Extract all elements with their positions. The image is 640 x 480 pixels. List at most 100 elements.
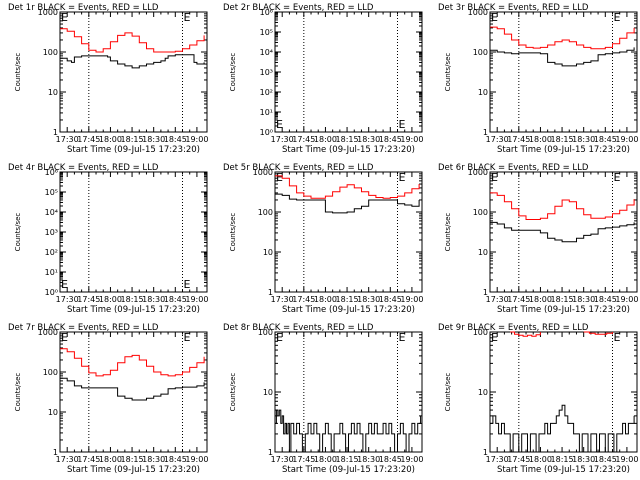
panel-9-xlabel: Start Time (09-Jul-15 17:23:20) [497, 465, 630, 475]
panel-2-ytick-label-5: 10⁴ [260, 48, 273, 57]
panel-2-xtick-label-2: 17:45 [292, 135, 315, 144]
panel-6-xtick-label-1: 17:30 [486, 295, 509, 304]
panel-4-xtick-label-3: 18:00 [99, 295, 122, 304]
panel-8-xtick-label-7: 19:00 [400, 455, 423, 464]
panel-4-xlabel: Start Time (09-Jul-15 17:23:20) [67, 305, 200, 315]
panel-4-ytick-label-1: 10⁰ [45, 288, 58, 297]
panel-8-event-letter-1: E [276, 331, 283, 344]
panel-1-xtick-label-4: 18:15 [121, 135, 144, 144]
panel-4-title: Det 4r BLACK = Events, RED = LLD [8, 163, 159, 173]
panel-1-event-letter-2: E [184, 11, 191, 24]
panel-2-ylabel: Counts/sec [229, 53, 237, 92]
panel-9-xtick-label-2: 17:45 [507, 455, 530, 464]
panel-5-xtick-label-5: 18:30 [357, 295, 380, 304]
panel-7-xtick-label-3: 18:00 [99, 455, 122, 464]
panel-6-title: Det 6r BLACK = Events, RED = LLD [438, 163, 589, 173]
panel-9-xtick-label-7: 19:00 [615, 455, 638, 464]
panel-7-event-letter-1: E [61, 331, 68, 344]
panel-7-ytick-label-2: 10 [48, 408, 58, 417]
panel-8-series-black-1 [275, 409, 422, 453]
panel-2-ytick-label-3: 10² [260, 88, 273, 97]
panel-8-xtick-label-6: 18:45 [379, 455, 402, 464]
panel-9-series-black-3 [490, 404, 635, 453]
panel-1-xlabel: Start Time (09-Jul-15 17:23:20) [67, 145, 200, 155]
panel-9-series-red-2 [583, 331, 613, 335]
panel-3-ylabel: Counts/sec [444, 53, 452, 92]
panel-8-ytick-label-2: 10 [263, 388, 273, 397]
panel-7-ytick-label-4: 1000 [38, 328, 58, 337]
panel-7-xlabel: Start Time (09-Jul-15 17:23:20) [67, 465, 200, 475]
panel-2-frame [274, 11, 423, 133]
panel-8-xtick-label-2: 17:45 [292, 455, 315, 464]
panel-5-ytick-label-1: 1 [268, 288, 273, 297]
panel-3-xtick-label-1: 17:30 [486, 135, 509, 144]
panel-3-xtick-label-3: 18:00 [529, 135, 552, 144]
panel-6-ytick-label-4: 1000 [468, 168, 488, 177]
panel-4-xtick-label-5: 18:30 [142, 295, 165, 304]
panel-8-xlabel: Start Time (09-Jul-15 17:23:20) [282, 465, 415, 475]
panel-3-series-red-1 [490, 26, 635, 50]
panel-6-ytick-label-3: 100 [473, 208, 488, 217]
panel-8-ylabel: Counts/sec [229, 373, 237, 412]
panel-6-xlabel: Start Time (09-Jul-15 17:23:20) [497, 305, 630, 315]
panel-4-ytick-label-6: 10⁵ [45, 188, 58, 197]
panel-4-ytick-label-7: 10⁶ [45, 168, 58, 177]
panel-9-event-letter-1: E [491, 331, 498, 344]
panel-8-ytick-label-3: 100 [258, 328, 273, 337]
panel-6-xtick-label-4: 18:15 [551, 295, 574, 304]
panel-9-ytick-label-2: 10 [478, 388, 488, 397]
panel-2-title: Det 2r BLACK = Events, RED = LLD [223, 3, 374, 13]
panel-9-ytick-label-1: 1 [483, 448, 488, 457]
panel-3-xtick-label-7: 19:00 [615, 135, 638, 144]
panel-9-xtick-label-1: 17:30 [486, 455, 509, 464]
panel-4-xtick-label-7: 19:00 [185, 295, 208, 304]
panel-8-xtick-label-3: 18:00 [314, 455, 337, 464]
panel-9-ylabel: Counts/sec [444, 373, 452, 412]
panel-1-ytick-label-1: 1 [53, 128, 58, 137]
panel-6-ylabel: Counts/sec [444, 213, 452, 252]
panel-2-xtick-label-6: 18:45 [379, 135, 402, 144]
panel-9-event-letter-2: E [614, 331, 621, 344]
panel-5-title: Det 5r BLACK = Events, RED = LLD [223, 163, 374, 173]
panel-2-ytick-label-4: 10³ [260, 68, 273, 77]
panel-6-event-letter-2: E [614, 171, 621, 184]
panel-9-xtick-label-5: 18:30 [572, 455, 595, 464]
panel-1-xtick-label-2: 17:45 [77, 135, 100, 144]
panel-6-series-black-2 [490, 221, 635, 243]
panel-8-xtick-label-1: 17:30 [271, 455, 294, 464]
panel-5-xtick-label-7: 19:00 [400, 295, 423, 304]
panel-2-ytick-label-6: 10⁵ [260, 28, 273, 37]
panel-1-xtick-label-7: 19:00 [185, 135, 208, 144]
panel-8-event-letter-2: E [399, 331, 406, 344]
panel-3-ytick-label-1: 1 [483, 128, 488, 137]
panel-3-ytick-label-4: 1000 [468, 8, 488, 17]
panel-9-frame [489, 331, 638, 453]
panel-4-ytick-label-2: 10¹ [45, 268, 58, 277]
panel-8-xtick-label-5: 18:30 [357, 455, 380, 464]
panel-6-series-red-1 [490, 192, 635, 220]
panel-3-xlabel: Start Time (09-Jul-15 17:23:20) [497, 145, 630, 155]
panel-1-xtick-label-1: 17:30 [56, 135, 79, 144]
panel-6-frame [489, 171, 638, 293]
panel-7-xtick-label-7: 19:00 [185, 455, 208, 464]
panel-5-xtick-label-6: 18:45 [379, 295, 402, 304]
panel-7-event-letter-2: E [184, 331, 191, 344]
panel-6-xtick-label-6: 18:45 [594, 295, 617, 304]
panel-3-xtick-label-5: 18:30 [572, 135, 595, 144]
panel-9-ytick-label-3: 100 [473, 328, 488, 337]
panel-6-xtick-label-5: 18:30 [572, 295, 595, 304]
panel-4-ylabel: Counts/sec [14, 213, 22, 252]
panel-5-xtick-label-1: 17:30 [271, 295, 294, 304]
panel-6-xtick-label-3: 18:00 [529, 295, 552, 304]
panel-3-frame [489, 11, 638, 133]
panel-3-xtick-label-2: 17:45 [507, 135, 530, 144]
panel-3-event-letter-1: E [491, 11, 498, 24]
panel-5-ytick-label-3: 100 [258, 208, 273, 217]
